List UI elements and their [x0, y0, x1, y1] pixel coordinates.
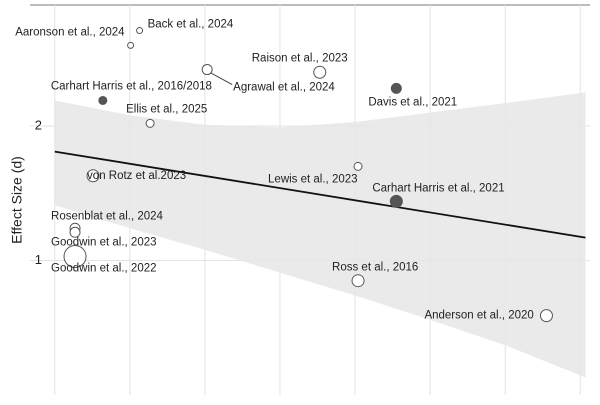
y-tick-label: 1: [35, 252, 42, 267]
y-axis-label: Effect Size (d): [9, 156, 25, 244]
point: [201, 64, 213, 76]
confidence-band: [54, 92, 586, 378]
point-label: Ross et al., 2016: [332, 262, 418, 274]
point-label: Ellis et al., 2025: [126, 103, 207, 115]
point: [353, 161, 363, 171]
point: [389, 194, 403, 208]
point: [390, 82, 402, 94]
point: [351, 274, 365, 288]
y-tick-label: 2: [35, 117, 42, 132]
point-label: Carhart Harris et al., 2016/2018: [51, 81, 212, 93]
point: [539, 309, 553, 323]
point: [313, 65, 327, 79]
point-label: Carhart Harris et al., 2021: [372, 182, 504, 194]
point-label: Back et al., 2024: [148, 19, 234, 31]
leader-line: [209, 72, 233, 85]
point: [127, 41, 135, 49]
point: [136, 27, 144, 35]
point: [86, 169, 100, 183]
point-label: Anderson et al., 2020: [424, 310, 533, 322]
point: [63, 244, 87, 268]
point-label: Lewis et al., 2023: [268, 173, 358, 185]
point: [145, 118, 155, 128]
point-label: Rosenblat et al., 2024: [51, 210, 163, 222]
point-label: von Rotz et al.2023: [87, 170, 186, 182]
point-label: Raison et al., 2023: [252, 52, 348, 64]
point-label: Davis et al., 2021: [368, 96, 457, 108]
regression-line: [54, 150, 586, 239]
point-label: Goodwin et al., 2022: [51, 263, 157, 275]
point: [98, 95, 108, 105]
point-label: Aaronson et al., 2024: [15, 26, 125, 38]
point: [69, 226, 81, 238]
point-label: Goodwin et al., 2023: [51, 236, 157, 248]
point-label: Agrawal et al., 2024: [233, 82, 335, 94]
